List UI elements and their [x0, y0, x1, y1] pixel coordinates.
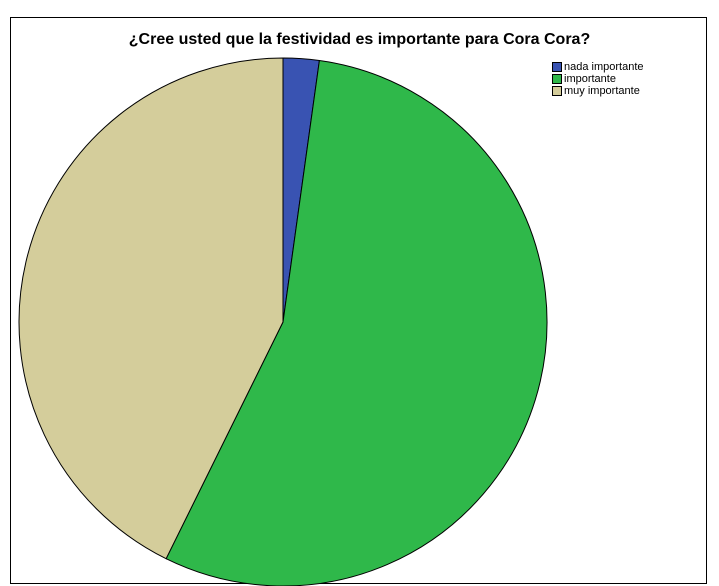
legend: nada importante importante muy important… — [552, 61, 644, 97]
chart-title: ¿Cree usted que la festividad es importa… — [128, 31, 591, 48]
legend-label: nada importante — [564, 61, 644, 73]
legend-label: importante — [564, 73, 616, 85]
legend-item-muy-importante: muy importante — [552, 85, 644, 97]
legend-swatch — [552, 86, 562, 96]
legend-label: muy importante — [564, 85, 640, 97]
legend-item-importante: importante — [552, 73, 644, 85]
legend-swatch — [552, 62, 562, 72]
pie-slices — [18, 57, 548, 586]
pie-slice-muy-importante — [18, 57, 284, 560]
legend-item-nada-importante: nada importante — [552, 61, 644, 73]
legend-swatch — [552, 74, 562, 84]
